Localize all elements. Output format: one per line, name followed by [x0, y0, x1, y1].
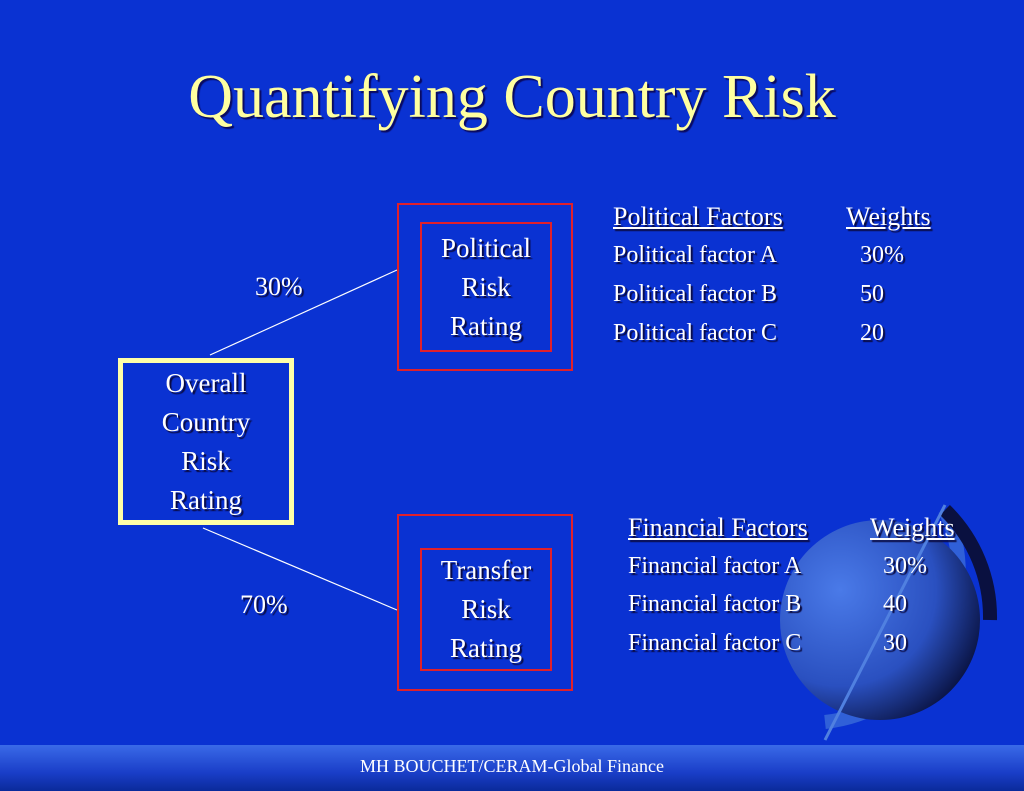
overall-risk-box [118, 358, 294, 525]
table-header: Political Factors [613, 202, 783, 231]
table-cell: 30 [883, 630, 907, 656]
page-title: Quantifying Country Risk [188, 63, 836, 131]
table-cell: 30% [860, 242, 904, 268]
footer-text: MH BOUCHET/CERAM-Global Finance [360, 756, 664, 776]
table-header: Weights [846, 202, 931, 231]
table-cell: 30% [883, 553, 927, 579]
table-cell: Financial factor B [628, 591, 802, 617]
transfer-outer-box [397, 514, 573, 691]
transfer-weight-label: 70% [240, 590, 288, 619]
political-inner-box [420, 222, 552, 352]
political-risk-label: Political Risk Rating [441, 232, 531, 341]
table-header: Financial Factors [628, 513, 808, 542]
political-weight-label: 30% [255, 272, 303, 301]
transfer-risk-label: Transfer Risk Rating [440, 555, 532, 663]
overall-risk-label: Overall Country Risk Rating [161, 367, 251, 515]
connector-transfer [202, 527, 398, 611]
table-cell: Political factor C [613, 320, 777, 346]
table-header: Weights [870, 513, 955, 542]
footer-band [0, 745, 1024, 791]
table-cell: Political factor B [613, 281, 777, 307]
table-cell: 50 [860, 281, 884, 307]
table-cell: 20 [860, 320, 884, 346]
political-outer-box [397, 203, 573, 371]
connector-political [209, 269, 398, 356]
transfer-inner-box [420, 548, 552, 671]
table-cell: Financial factor A [628, 553, 802, 579]
table-cell: Political factor A [613, 242, 777, 268]
table-cell: Financial factor C [628, 630, 802, 656]
table-cell: 40 [883, 591, 907, 617]
